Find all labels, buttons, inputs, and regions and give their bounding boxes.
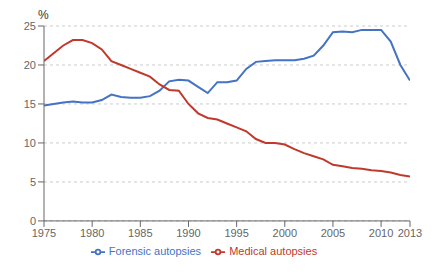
svg-text:2013: 2013 bbox=[398, 227, 422, 239]
svg-text:15: 15 bbox=[24, 98, 36, 110]
svg-text:5: 5 bbox=[30, 176, 36, 188]
svg-text:25: 25 bbox=[24, 20, 36, 32]
svg-text:1975: 1975 bbox=[32, 227, 56, 239]
html-text:Forensic autopsies: Forensic autopsies bbox=[108, 244, 202, 257]
html-text:Medical autopsies: Medical autopsies bbox=[229, 244, 318, 257]
svg-text:2000: 2000 bbox=[273, 227, 297, 239]
svg-text:1980: 1980 bbox=[80, 227, 104, 239]
svg-text:10: 10 bbox=[24, 137, 36, 149]
svg-text:1990: 1990 bbox=[176, 227, 200, 239]
svg-text:1985: 1985 bbox=[128, 227, 152, 239]
svg-text:2010: 2010 bbox=[369, 227, 393, 239]
svg-text:1995: 1995 bbox=[224, 227, 248, 239]
svg-text:0: 0 bbox=[30, 215, 36, 227]
svg-text:20: 20 bbox=[24, 59, 36, 71]
svg-text:2005: 2005 bbox=[321, 227, 345, 239]
